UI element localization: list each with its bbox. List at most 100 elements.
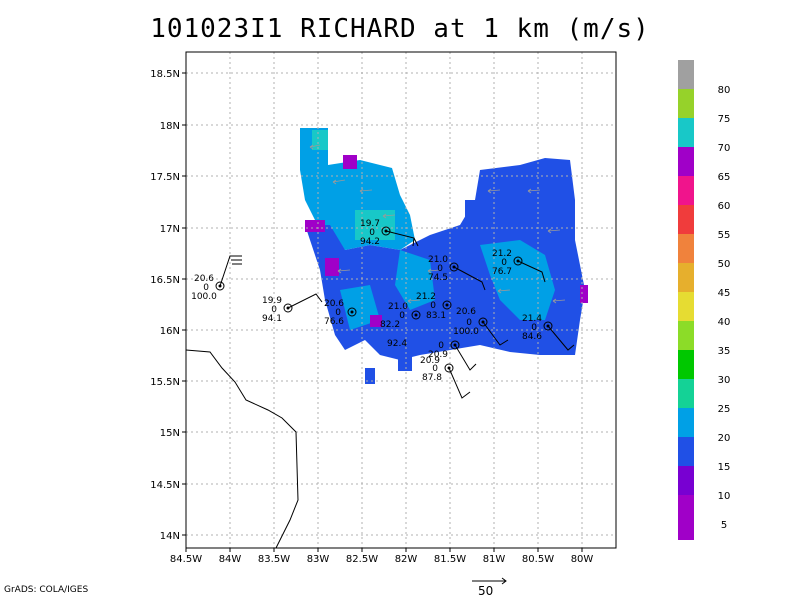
colorbar-swatch — [678, 408, 694, 437]
colorbar-swatch — [678, 234, 694, 263]
grid-lines — [186, 52, 616, 548]
colorbar-swatch — [678, 60, 694, 89]
colorbar-swatch — [678, 147, 694, 176]
station-obs-bot: 76.6 — [324, 317, 344, 327]
station-obs-top: 19.9 — [262, 296, 282, 306]
station-obs-mid: 0 — [438, 341, 444, 351]
colorbar-label: 5 — [721, 520, 727, 531]
station-obs-mid: 0 — [437, 264, 443, 274]
station-obs-top: 20.6 — [456, 307, 476, 317]
colorbar-swatch — [678, 205, 694, 234]
lon-tick-label: 84.5W — [170, 554, 202, 565]
map-frame — [185, 51, 617, 549]
colorbar-label: 65 — [718, 172, 731, 183]
map-title: 101023I1 RICHARD at 1 km (m/s) — [150, 14, 650, 44]
colorbar-label: 40 — [718, 317, 731, 328]
colorbar-label: 10 — [718, 491, 731, 502]
lat-tick-label: 16N — [160, 326, 180, 337]
lat-tick-label: 15.5N — [150, 377, 180, 388]
colorbar-label: 80 — [718, 85, 731, 96]
station-obs-bot: 87.8 — [422, 373, 442, 383]
station-obs-top: 20.9 — [428, 350, 448, 360]
station-obs-mid: 0 — [271, 305, 277, 315]
station-obs-bot: 94.1 — [262, 314, 282, 324]
station-obs: 21.4 0 84.6 — [522, 314, 575, 351]
colorbar-swatch — [678, 379, 694, 408]
colorbar-swatch — [678, 292, 694, 321]
station-obs-top: 19.7 — [360, 219, 380, 229]
station-obs: 19.7 0 94.2 — [360, 219, 419, 247]
station-obs-top: 20.6 — [324, 299, 344, 309]
station-obs-bot: 83.1 — [426, 311, 446, 321]
lat-tick-label: 17N — [160, 224, 180, 235]
station-obs-mid: 0 — [335, 308, 341, 318]
station-obs-top: 21.2 — [416, 292, 436, 302]
colorbar-label: 25 — [718, 404, 731, 415]
station-obs-top: 20.9 — [420, 356, 440, 366]
lon-tick-label: 82.5W — [346, 554, 378, 565]
colorbar-label: 35 — [718, 346, 731, 357]
colorbar-swatch — [678, 118, 694, 147]
station-obs-bot: 76.7 — [492, 267, 512, 277]
colorbar-label: 60 — [718, 201, 731, 212]
colorbar-label: 75 — [718, 114, 731, 125]
lat-tick-label: 14N — [160, 531, 180, 542]
lat-tick-label: 18N — [160, 121, 180, 132]
lat-tick-label: 14.5N — [150, 480, 180, 491]
lon-tick-label: 81.5W — [434, 554, 466, 565]
lon-tick-label: 80.5W — [522, 554, 554, 565]
station-obs-bot: 92.4 — [387, 339, 407, 349]
station-obs-bot: 100.0 — [453, 327, 479, 337]
lon-tick-label: 83W — [307, 554, 330, 565]
vector-scale-arrow — [472, 577, 507, 585]
station-obs-mid: 0 — [399, 311, 405, 321]
colorbar-label: 30 — [718, 375, 731, 386]
station-obs-bot: 84.6 — [522, 332, 542, 342]
lon-tick-label: 81W — [483, 554, 506, 565]
lat-tick-label: 17.5N — [150, 172, 180, 183]
colorbar-swatch — [678, 495, 694, 540]
colorbar-label: 55 — [718, 230, 731, 241]
lon-tick-label: 82W — [395, 554, 418, 565]
station-obs-mid: 0 — [203, 283, 209, 293]
station-obs: 21.2 0 76.7 — [492, 249, 546, 283]
colorbar-swatch — [678, 89, 694, 118]
station-obs-bot: 94.2 — [360, 237, 380, 247]
colorbar-swatch — [678, 176, 694, 205]
vector-scale-label: 50 — [478, 584, 494, 598]
lon-tick-label: 80W — [571, 554, 594, 565]
station-obs-mid: 0 — [369, 228, 375, 238]
colorbar-swatch — [678, 321, 694, 350]
colorbar-label: 15 — [718, 462, 731, 473]
station-obs-top: 21.4 — [522, 314, 542, 324]
lat-tick-label: 16.5N — [150, 275, 180, 286]
colorbar-label: 20 — [718, 433, 731, 444]
station-obs-top: 20.6 — [194, 274, 214, 284]
station-obs-top: 21.2 — [492, 249, 512, 259]
station-obs-top: 21.0 — [388, 302, 408, 312]
lon-tick-label: 84W — [219, 554, 242, 565]
station-obs: 19.9 0 94.1 — [262, 293, 323, 324]
lon-axis: 84.5W 84W 83.5W 83W 82.5W 82W 81.5W 81W … — [170, 554, 593, 565]
station-obs: 20.9 0 92.4 — [387, 339, 477, 371]
coastline — [185, 349, 299, 549]
station-obs-mid: 0 — [501, 258, 507, 268]
colorbar-label: 50 — [718, 259, 731, 270]
colorbar-swatch — [678, 437, 694, 466]
software-credit: GrADS: COLA/IGES — [4, 585, 89, 595]
station-obs: 21.0 0 83.1 — [388, 302, 446, 321]
colorbar-swatch — [678, 350, 694, 379]
colorbar-label: 45 — [718, 288, 731, 299]
station-obs-bot: 100.0 — [191, 292, 217, 302]
station-obs-mid: 0 — [432, 364, 438, 374]
station-obs: 20.6 0 100.0 — [191, 255, 242, 302]
colorbar-swatch — [678, 466, 694, 495]
wind-vectors — [309, 144, 566, 304]
station-obs: 21.2 0 82.2 — [380, 292, 452, 330]
station-obs-mid: 0 — [430, 301, 436, 311]
colorbar: 80 75 70 65 60 55 50 45 40 35 30 25 20 1… — [678, 60, 730, 540]
station-observations: 19.7 0 94.2 21.0 0 74.5 21.2 0 76.7 20.6… — [191, 219, 575, 399]
lat-tick-label: 15N — [160, 428, 180, 439]
station-obs-mid: 0 — [466, 318, 472, 328]
